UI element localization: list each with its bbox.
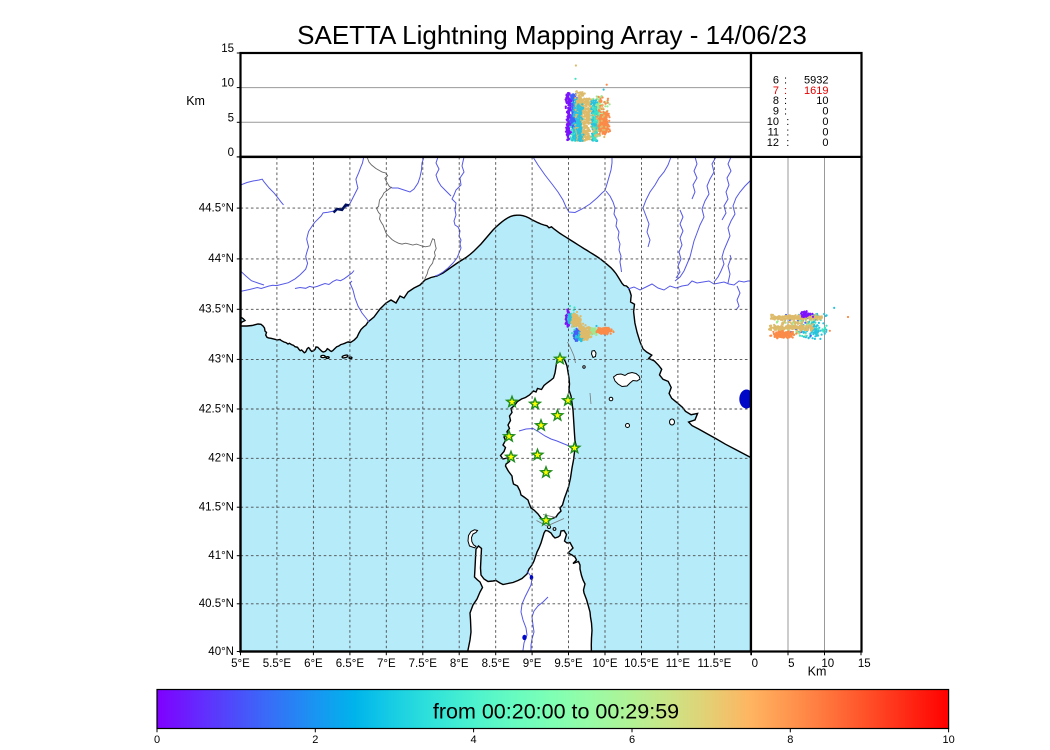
svg-text:42°N: 42°N [208, 453, 234, 465]
svg-text:11.5°E: 11.5°E [697, 658, 731, 670]
svg-text:42.5°N: 42.5°N [199, 403, 234, 415]
svg-text:10: 10 [821, 658, 834, 670]
svg-text:7°E: 7°E [377, 658, 396, 670]
svg-text:15: 15 [221, 43, 234, 55]
svg-text:0: 0 [822, 106, 828, 118]
svg-text:10: 10 [942, 734, 954, 746]
svg-text:6°E: 6°E [304, 658, 323, 670]
svg-text:6: 6 [773, 74, 779, 86]
svg-text:10: 10 [221, 78, 234, 90]
svg-text:8: 8 [773, 95, 779, 107]
svg-text:9°E: 9°E [523, 658, 542, 670]
svg-text:10: 10 [767, 116, 779, 128]
svg-text:40°N: 40°N [208, 646, 234, 658]
svg-text:0: 0 [822, 137, 828, 149]
svg-text:7.5°E: 7.5°E [409, 658, 438, 670]
svg-text:44.5°N: 44.5°N [199, 202, 234, 214]
svg-text:10: 10 [816, 95, 828, 107]
svg-text:8.5°E: 8.5°E [482, 658, 511, 670]
svg-text:4: 4 [471, 734, 477, 746]
svg-text:7: 7 [773, 85, 779, 97]
svg-text:11°E: 11°E [666, 658, 691, 670]
svg-text:2: 2 [312, 734, 318, 746]
svg-text:41°N: 41°N [208, 550, 234, 562]
svg-text:0: 0 [228, 147, 234, 159]
svg-text:10°E: 10°E [592, 658, 617, 670]
svg-text:6.5°E: 6.5°E [336, 658, 365, 670]
svg-text:10.5°E: 10.5°E [624, 658, 659, 670]
svg-text:40.5°N: 40.5°N [199, 598, 234, 610]
svg-text::: : [784, 74, 787, 86]
svg-text:5: 5 [788, 658, 794, 670]
svg-text:0: 0 [822, 127, 828, 139]
svg-text:12: 12 [767, 137, 779, 149]
svg-text:41.5°N: 41.5°N [199, 502, 234, 514]
svg-text::: : [784, 106, 787, 118]
svg-text:5°E: 5°E [231, 658, 250, 670]
svg-text:8: 8 [787, 734, 793, 746]
svg-text:8°E: 8°E [450, 658, 469, 670]
svg-text::: : [784, 95, 787, 107]
svg-text:5: 5 [228, 112, 234, 124]
svg-text:11: 11 [768, 127, 779, 139]
svg-text:0: 0 [154, 734, 160, 746]
svg-text::: : [786, 116, 789, 128]
svg-text:1619: 1619 [804, 85, 828, 97]
svg-text:6: 6 [629, 734, 635, 746]
svg-text:0: 0 [752, 658, 758, 670]
svg-text:5.5°E: 5.5°E [263, 658, 292, 670]
svg-text::: : [786, 137, 789, 149]
svg-text:9.5°E: 9.5°E [554, 658, 583, 670]
svg-text::: : [786, 127, 789, 139]
svg-text::: : [784, 85, 787, 97]
svg-text:5932: 5932 [804, 74, 828, 86]
svg-text:Km: Km [808, 665, 827, 679]
svg-text:Km: Km [186, 94, 205, 108]
svg-text:SAETTA Lightning Mapping Array: SAETTA Lightning Mapping Array - 14/06/2… [297, 20, 807, 50]
svg-text:43°N: 43°N [208, 354, 234, 366]
svg-text:44°N: 44°N [208, 253, 234, 265]
svg-text:43.5°N: 43.5°N [199, 304, 234, 316]
svg-text:9: 9 [773, 106, 779, 118]
svg-text:from 00:20:00 to 00:29:59: from 00:20:00 to 00:29:59 [433, 699, 679, 723]
svg-text:15: 15 [858, 658, 871, 670]
svg-text:0: 0 [822, 116, 828, 128]
